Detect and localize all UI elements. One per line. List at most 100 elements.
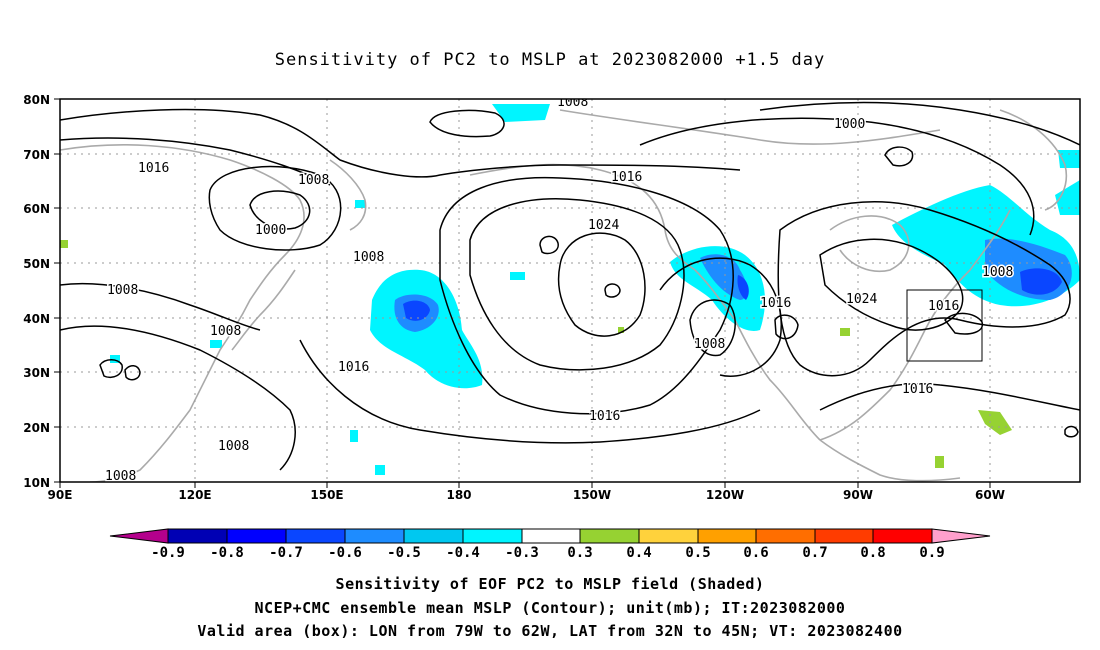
contour-1008-north xyxy=(60,137,331,186)
caption-shading: Sensitivity of EOF PC2 to MSLP field (Sh… xyxy=(335,575,765,593)
contour-low-arctic xyxy=(429,109,505,138)
lat-tick-label: 30N xyxy=(23,366,50,380)
shading-north-pacific-inner xyxy=(403,300,430,321)
colorbar-label: -0.9 xyxy=(151,545,185,561)
contour-label: 1008 xyxy=(353,250,384,265)
contour-label: 1008 xyxy=(107,283,138,298)
lat-tick-label: 10N xyxy=(23,476,50,490)
lon-tick-label: 90W xyxy=(843,488,873,502)
colorbar-label: 0.5 xyxy=(685,545,710,561)
contour-small-low-1 xyxy=(99,359,123,379)
contour-label: 1000 xyxy=(255,223,286,238)
colorbar-cell xyxy=(226,528,287,544)
colorbar-label: -0.7 xyxy=(269,545,303,561)
colorbar-cell xyxy=(872,528,933,544)
contour-1008-asia-mid xyxy=(60,282,261,331)
lat-tick-label: 80N xyxy=(23,93,50,107)
contour-west-coast-1016 xyxy=(659,257,782,377)
caption-contour: NCEP+CMC ensemble mean MSLP (Contour); u… xyxy=(254,599,846,617)
colorbar-cell xyxy=(462,528,523,544)
coast-arctic xyxy=(559,109,941,145)
coast-japan xyxy=(231,269,296,351)
coast-kamchatka xyxy=(329,159,367,231)
shading-west-coast xyxy=(670,246,765,331)
tick-marks xyxy=(54,98,991,488)
colorbar-cell xyxy=(697,528,757,544)
shading-green-sa xyxy=(935,456,944,468)
contour-small-low-4 xyxy=(774,314,799,340)
contour-1000-small xyxy=(884,146,914,167)
colorbar-cell xyxy=(521,528,581,544)
colorbar-arrow-right xyxy=(931,528,991,544)
contour-1016-north xyxy=(60,108,741,178)
colorbar-label: 0.9 xyxy=(919,545,944,561)
contour-label: 1008 xyxy=(557,95,588,110)
contour-1016-southpac xyxy=(299,339,761,444)
colorbar-label: 0.7 xyxy=(802,545,827,561)
colorbar-cell xyxy=(755,528,816,544)
contour-1016-far xyxy=(759,101,1080,146)
shading-cyan-sea3 xyxy=(375,465,385,475)
lon-tick-label: 90E xyxy=(48,488,73,502)
valid-area-box xyxy=(906,289,983,362)
colorbar-label: 0.4 xyxy=(626,545,651,561)
contour-label: 1016 xyxy=(138,161,169,176)
lat-tick-label: 60N xyxy=(23,202,50,216)
lon-tick-label: 150W xyxy=(573,488,611,502)
contour-high-pacific-center1 xyxy=(539,235,559,255)
contour-label-group: 1008 1016 1008 1000 1008 1008 1008 1016 … xyxy=(104,95,1015,482)
contour-label: 1016 xyxy=(589,409,620,424)
lat-tick-label: 70N xyxy=(23,148,50,162)
colorbar-label: 0.6 xyxy=(743,545,768,561)
colorbar-label: -0.3 xyxy=(505,545,539,561)
shading-okhotsk xyxy=(355,200,365,208)
contour-ring-asia xyxy=(208,165,342,251)
shading-west-coast-core xyxy=(700,254,747,300)
colorbar-label: -0.4 xyxy=(446,545,480,561)
shading-green-atlantic xyxy=(840,328,850,336)
contour-atlantic-low-outer xyxy=(777,201,1071,377)
colorbar-label: 0.8 xyxy=(860,545,885,561)
shading-green-caribbean xyxy=(978,410,1012,435)
caption-valid-area: Valid area (box): LON from 79W to 62W, L… xyxy=(197,622,903,640)
colorbar-cell xyxy=(344,528,405,544)
contour-label: 1016 xyxy=(338,360,369,375)
contour-high-pacific-outer xyxy=(439,176,734,415)
colorbar-cell xyxy=(638,528,699,544)
contour-label: 1016 xyxy=(902,382,933,397)
shading-newfoundland-inner xyxy=(1020,268,1062,295)
colorbar-label: -0.6 xyxy=(328,545,362,561)
colorbar: -0.9 -0.8 -0.7 -0.6 -0.5 -0.4 -0.3 0.3 0… xyxy=(109,528,991,561)
colorbar-cell xyxy=(403,528,464,544)
map-frame xyxy=(59,98,1081,483)
shading-labrador xyxy=(1055,180,1080,215)
contour-label: 1008 xyxy=(210,324,241,339)
coast-hudson xyxy=(829,215,910,272)
chart-title: Sensitivity of PC2 to MSLP at 2023082000… xyxy=(274,50,826,70)
shading-green-asia xyxy=(60,240,68,248)
colorbar-label: 0.3 xyxy=(567,545,592,561)
lon-tick-label: 120E xyxy=(178,488,211,502)
lon-tick-labels: 90E 120E 150E 180 150W 120W 90W 60W xyxy=(48,488,1005,502)
contour-high-pacific-mid xyxy=(469,198,685,371)
contour-small-low-3 xyxy=(1064,425,1079,438)
contour-label: 1008 xyxy=(982,265,1013,280)
colorbar-arrow-left xyxy=(109,528,169,544)
colorbar-cell xyxy=(814,528,874,544)
contour-1016-south-na xyxy=(819,382,1080,411)
contour-label: 1000 xyxy=(834,117,865,132)
contour-label: 1008 xyxy=(218,439,249,454)
contour-1008-southasia xyxy=(60,325,296,471)
shading-gulf-alaska-top xyxy=(492,104,550,122)
contour-low-asia xyxy=(249,190,311,230)
contour-west-coast-low xyxy=(689,299,736,357)
shading-west-coast-inner xyxy=(737,275,749,300)
colorbar-cell xyxy=(579,528,640,544)
colorbar-label: -0.5 xyxy=(387,545,421,561)
mslp-contours xyxy=(60,101,1080,471)
lon-tick-label: 60W xyxy=(975,488,1005,502)
contour-1000-north xyxy=(639,117,1035,236)
lat-tick-label: 20N xyxy=(23,421,50,435)
coast-central-am xyxy=(819,439,961,482)
contour-label: 1008 xyxy=(298,173,329,188)
